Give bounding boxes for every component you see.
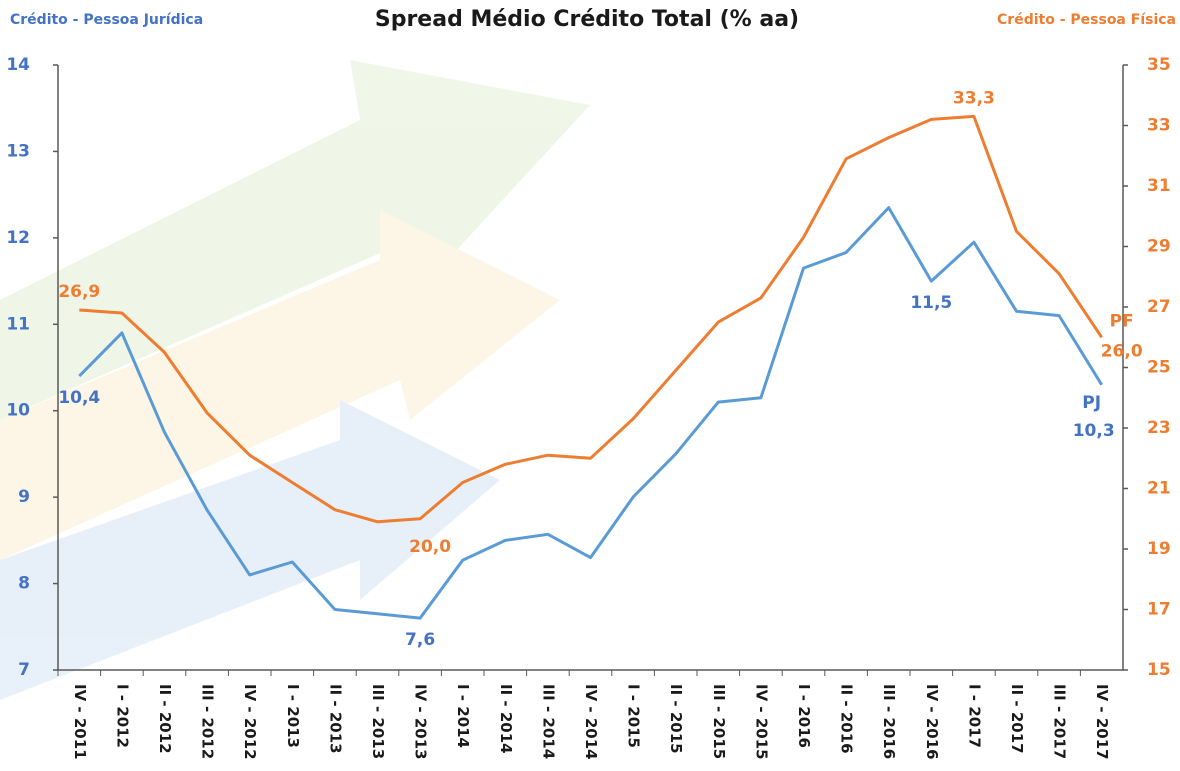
value-label: 10,3 [1073,421,1115,441]
x-tick-label: I - 2017 [965,684,983,748]
y-tick-label: 11 [6,314,30,334]
x-tick-label: II - 2012 [156,684,174,754]
y2-tick-label: 25 [1147,358,1171,378]
y-tick-label: 7 [18,660,30,680]
x-tick-label: III - 2015 [710,684,728,759]
value-label: 33,3 [953,88,995,108]
y2-tick-label: 21 [1147,479,1171,499]
line-pj [78,206,1103,620]
value-label: 10,4 [58,388,100,408]
y-tick-label: 14 [6,55,30,75]
value-label: 20,0 [409,537,451,557]
x-tick-label: III - 2012 [199,684,217,759]
value-label: 7,6 [405,630,435,650]
x-tick-label: II - 2014 [497,684,515,754]
y2-tick-label: 23 [1147,418,1171,438]
chart-title: Spread Médio Crédito Total (% aa) [375,7,799,32]
value-label: 11,5 [910,293,952,313]
background-decoration [0,60,590,700]
x-tick-label: IV - 2013 [412,684,430,760]
x-tick-label: I - 2016 [795,684,813,748]
x-tick-label: I - 2014 [454,684,472,748]
x-tick-label: III - 2017 [1051,684,1069,759]
series-label: PJ [1082,393,1101,413]
y-tick-label: 9 [18,487,30,507]
y-tick-label: 12 [6,228,30,248]
x-tick-label: IV - 2016 [923,684,941,760]
x-tick-label: IV - 2012 [241,684,259,760]
x-tick-label: I - 2015 [625,684,643,748]
x-tick-label: III - 2014 [539,684,557,759]
y-tick-label: 13 [6,141,30,161]
x-tick-label: II - 2017 [1008,684,1026,754]
x-tick-label: IV - 2014 [582,684,600,760]
x-tick-label: IV - 2011 [71,684,89,760]
left-axis-title: Crédito - Pessoa Jurídica [10,12,203,28]
y2-tick-label: 27 [1147,297,1171,317]
value-label: 26,0 [1101,341,1143,361]
x-tick-label: III - 2013 [369,684,387,759]
y2-tick-label: 31 [1147,176,1171,196]
y-tick-label: 10 [6,401,30,421]
x-tick-label: IV - 2017 [1093,684,1111,760]
y2-tick-label: 19 [1147,539,1171,559]
right-axis-title: Crédito - Pessoa Física [997,12,1176,28]
x-tick-label: IV - 2015 [752,684,770,760]
series-label: PF [1110,311,1134,331]
y2-tick-label: 33 [1147,116,1171,136]
y2-tick-label: 15 [1147,660,1171,680]
y2-tick-label: 29 [1147,237,1171,257]
x-tick-label: I - 2013 [284,684,302,748]
x-tick-label: III - 2016 [880,684,898,759]
x-tick-label: II - 2016 [838,684,856,754]
x-tick-label: II - 2013 [326,684,344,754]
x-tick-label: II - 2015 [667,684,685,754]
y2-tick-label: 35 [1147,55,1171,75]
x-tick-label: I - 2012 [113,684,131,748]
line-pf [79,114,1103,524]
y-tick-label: 8 [18,574,30,594]
value-label: 26,9 [58,282,100,302]
y2-tick-label: 17 [1147,600,1171,620]
